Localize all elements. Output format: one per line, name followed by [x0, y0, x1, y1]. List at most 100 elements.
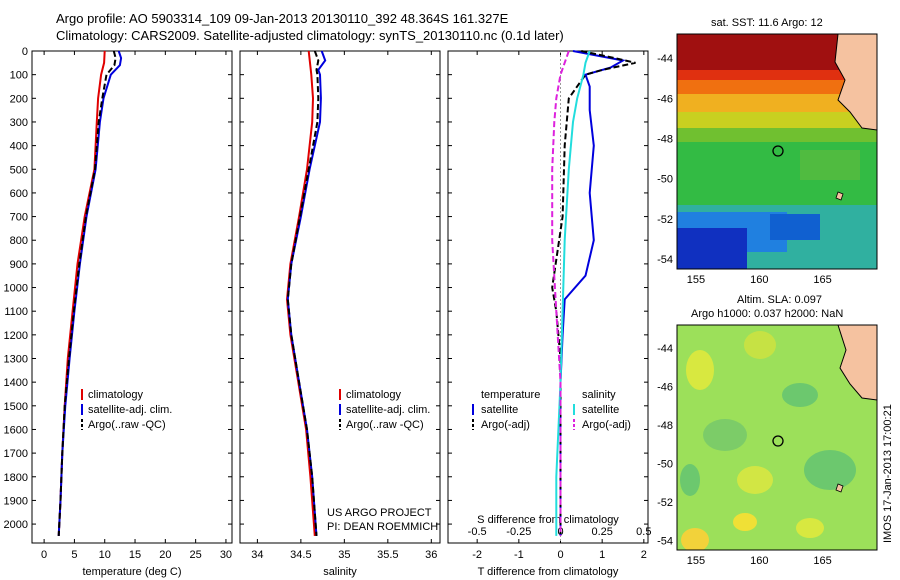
- y-tick-label: 1800: [4, 472, 28, 484]
- legend-title: temperature: [481, 389, 540, 401]
- x-top-axis-label: S difference from climatology: [477, 514, 619, 526]
- float-marker-sla: [772, 435, 784, 447]
- x-tick-label: 36: [425, 549, 437, 561]
- map-y-tick-label: -44: [657, 53, 673, 65]
- x-tick-label: 2: [641, 549, 647, 561]
- y-tick-label: 900: [10, 259, 28, 271]
- map-y-tick-label: -54: [657, 535, 673, 547]
- sla-title-line1: Altim. SLA: 0.097: [737, 294, 822, 306]
- legend-label: climatology: [88, 389, 144, 401]
- y-tick-label: 600: [10, 188, 28, 200]
- x-axis-label: salinity: [323, 566, 357, 578]
- x-tick-label: 5: [71, 549, 77, 561]
- y-tick-label: 1900: [4, 495, 28, 507]
- y-tick-label: 2000: [4, 519, 28, 531]
- map-y-tick-label: -50: [657, 174, 673, 186]
- y-tick-label: 1100: [4, 306, 28, 318]
- map-x-tick-label: 165: [813, 555, 831, 567]
- sla-title-line2: Argo h1000: 0.037 h2000: NaN: [691, 308, 843, 320]
- sla-map: [676, 324, 878, 551]
- y-tick-label: 300: [10, 117, 28, 129]
- legend-label: Argo(-adj): [582, 419, 631, 431]
- map-x-tick-label: 160: [750, 555, 768, 567]
- y-tick-label: 1700: [4, 448, 28, 460]
- x-tick-label: -2: [472, 549, 482, 561]
- map-y-tick-label: -46: [657, 93, 673, 105]
- x-tick-label: 0: [41, 549, 47, 561]
- x-tick-label: 15: [129, 549, 141, 561]
- map-y-tick-label: -46: [657, 382, 673, 394]
- x-tick-label: 34.5: [290, 549, 311, 561]
- x-tick-label: 20: [159, 549, 171, 561]
- x-top-tick-label: -0.25: [506, 526, 531, 538]
- y-tick-label: 1600: [4, 424, 28, 436]
- legend-label: climatology: [346, 389, 402, 401]
- series-line: [555, 50, 591, 536]
- series-line: [559, 50, 626, 536]
- y-tick-label: 200: [10, 93, 28, 105]
- panel-frame: [447, 50, 649, 544]
- x-tick-label: 30: [220, 549, 232, 561]
- x-tick-label: -1: [514, 549, 524, 561]
- y-tick-label: 1400: [4, 377, 28, 389]
- map-y-tick-label: -50: [657, 458, 673, 470]
- x-tick-label: 0: [557, 549, 563, 561]
- series-line: [286, 50, 320, 536]
- map-y-tick-label: -54: [657, 254, 673, 266]
- x-axis-label: T difference from climatology: [478, 566, 619, 578]
- panel-frame: [31, 50, 233, 544]
- panel-frame: [239, 50, 441, 544]
- header-line2: Climatology: CARS2009. Satellite-adjuste…: [56, 28, 564, 43]
- map-x-tick-label: 165: [813, 274, 831, 286]
- series-line: [286, 50, 327, 536]
- x-axis-label: temperature (deg C): [82, 566, 181, 578]
- series-line: [551, 50, 636, 536]
- x-tick-label: 1: [599, 549, 605, 561]
- y-tick-label: 700: [10, 212, 28, 224]
- y-tick-label: 400: [10, 141, 28, 153]
- map-x-tick-label: 160: [750, 274, 768, 286]
- legend-label: satellite-adj. clim.: [346, 404, 430, 416]
- x-top-tick-label: -0.5: [468, 526, 487, 538]
- y-tick-label: 1500: [4, 401, 28, 413]
- y-tick-label: 0: [22, 46, 28, 58]
- sst-map: [676, 33, 878, 270]
- y-tick-label: 500: [10, 164, 28, 176]
- legend-title: salinity: [582, 389, 616, 401]
- series-line: [551, 50, 570, 536]
- legend-label: satellite: [582, 404, 619, 416]
- map-y-tick-label: -44: [657, 343, 673, 355]
- x-tick-label: 35: [338, 549, 350, 561]
- x-top-tick-label: 0.5: [636, 526, 651, 538]
- legend-label: satellite-adj. clim.: [88, 404, 172, 416]
- x-tick-label: 10: [99, 549, 111, 561]
- map-x-tick-label: 155: [687, 555, 705, 567]
- legend-label: satellite: [481, 404, 518, 416]
- x-tick-label: 25: [190, 549, 202, 561]
- header-line1: Argo profile: AO 5903314_109 09-Jan-2013…: [56, 11, 509, 26]
- map-y-tick-label: -52: [657, 214, 673, 226]
- x-tick-label: 34: [251, 549, 263, 561]
- series-line: [57, 50, 117, 536]
- y-tick-label: 800: [10, 235, 28, 247]
- map-y-tick-label: -48: [657, 420, 673, 432]
- sst-title: sat. SST: 11.6 Argo: 12: [711, 17, 823, 29]
- x-tick-label: 35.5: [377, 549, 398, 561]
- map-y-tick-label: -52: [657, 497, 673, 509]
- credit-project: US ARGO PROJECT: [327, 507, 432, 519]
- credit-pi: PI: DEAN ROEMMICH: [327, 521, 438, 533]
- y-tick-label: 1300: [4, 354, 28, 366]
- imos-stamp: IMOS 17-Jan-2013 17:00:21: [882, 404, 894, 543]
- x-top-tick-label: 0.25: [591, 526, 612, 538]
- float-marker-sst: [772, 145, 784, 157]
- y-tick-label: 100: [10, 70, 28, 82]
- y-tick-label: 1200: [4, 330, 28, 342]
- legend-label: Argo(..raw -QC): [346, 419, 424, 431]
- y-tick-label: 1000: [4, 283, 28, 295]
- legend-label: Argo(-adj): [481, 419, 530, 431]
- map-x-tick-label: 155: [687, 274, 705, 286]
- legend-label: Argo(..raw -QC): [88, 419, 166, 431]
- series-line: [57, 50, 123, 536]
- map-y-tick-label: -48: [657, 133, 673, 145]
